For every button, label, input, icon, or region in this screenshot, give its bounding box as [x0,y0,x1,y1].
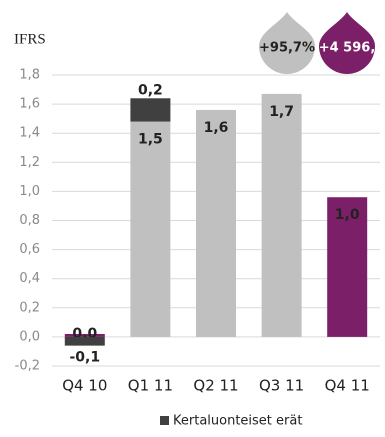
bar-segment [130,121,171,337]
y-tick-label: 1,4 [19,126,40,141]
drop-shape [259,12,315,74]
y-tick-label: 0,0 [19,329,40,344]
data-label: 1,6 [204,120,229,136]
bar-segment [64,336,105,346]
x-tick-label: Q4 11 [325,377,370,395]
axis-title: IFRS [14,31,46,47]
y-tick-label: -0,2 [15,359,40,374]
drop-label: +95,7% [259,41,315,56]
x-tick-label: Q3 11 [259,377,304,395]
y-tick-label: 1,0 [19,184,40,199]
y-tick-label: 0,4 [19,271,40,286]
y-tick-label: 0,6 [19,242,40,257]
legend-label: Kertaluonteiset erät [173,414,302,429]
data-label: 1,0 [335,207,360,223]
drop-shape [319,12,375,74]
y-tick-label: 1,6 [19,97,40,112]
y-tick-label: 0,8 [19,213,40,228]
data-label: 1,7 [269,104,294,120]
bar-segment [261,93,302,337]
data-label: -0,1 [69,350,100,366]
data-label: 0,2 [138,82,163,98]
y-tick-label: 1,2 [19,155,40,170]
legend-swatch [160,416,169,425]
x-tick-label: Q4 10 [62,377,107,395]
bar-segment [130,98,171,122]
y-tick-label: 1,8 [19,68,40,83]
data-label: 1,5 [138,132,163,148]
x-tick-label: Q1 11 [128,377,173,395]
bar-segment [196,109,236,337]
bar-segment [64,333,105,337]
y-tick-label: 0,2 [19,300,40,315]
x-tick-label: Q2 11 [193,377,238,395]
drop-label: +4 596, [319,41,376,56]
bar-segment [327,197,368,337]
